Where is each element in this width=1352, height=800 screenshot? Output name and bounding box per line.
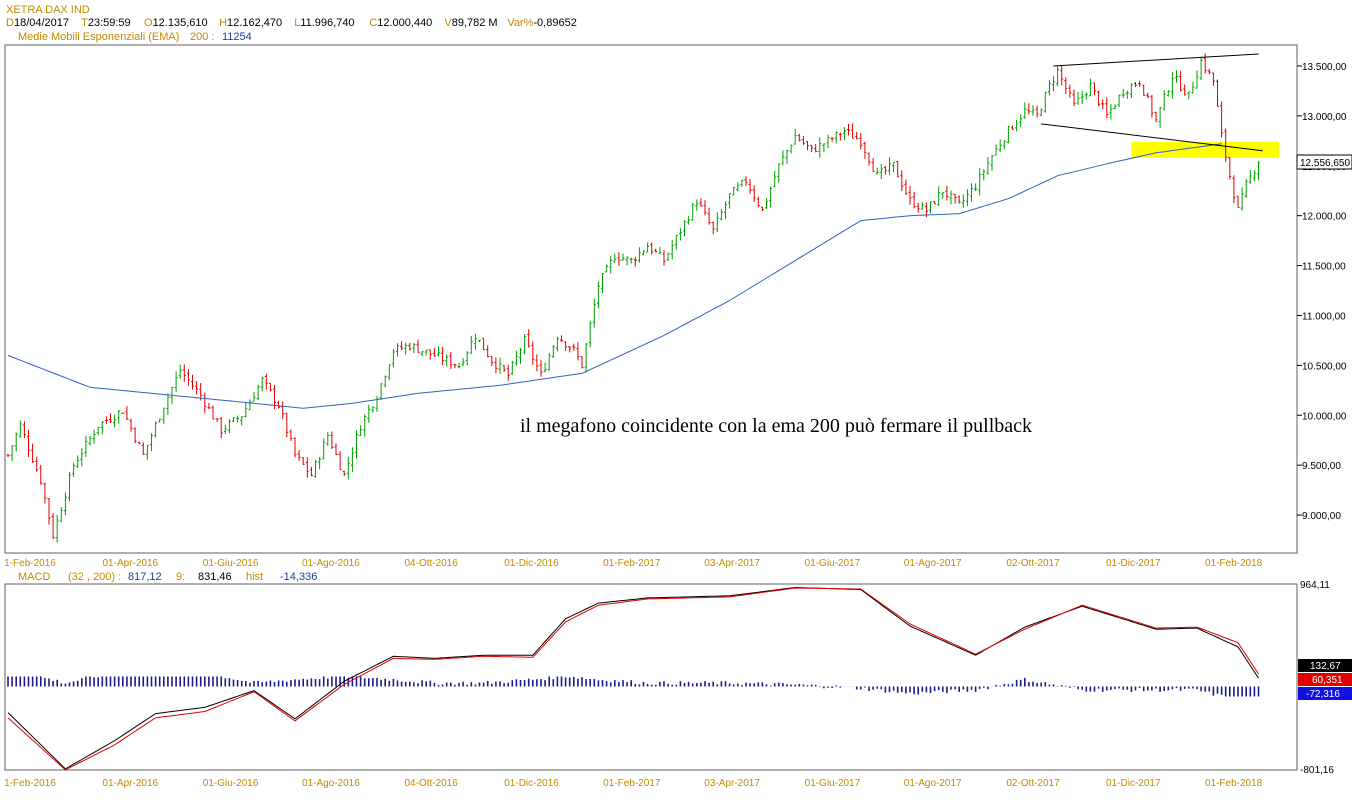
signal-value: 831,46: [198, 571, 232, 583]
macd-histogram: [7, 676, 1260, 697]
x-tick-label: 01-Apr-2016: [103, 558, 159, 569]
x-tick-label: 1-Feb-2016: [4, 778, 56, 789]
macd-line: [7, 586, 1259, 770]
hist-value-tag: -72,316: [1306, 689, 1340, 700]
x-tick-label: 01-Feb-2017: [603, 558, 661, 569]
x-tick-label: 01-Ago-2017: [904, 558, 962, 569]
y-tick-label: 9.000,00: [1302, 511, 1341, 522]
x-tick-label: 01-Feb-2018: [1205, 558, 1263, 569]
x-tick-label: 01-Ago-2017: [904, 778, 962, 789]
macd-value-box: [1298, 659, 1352, 672]
macd-panel: [4, 583, 1298, 771]
x-tick-label: 01-Dic-2017: [1106, 778, 1161, 789]
quote-field: D18/04/2017: [6, 17, 69, 29]
x-tick-label: 01-Apr-2016: [103, 778, 159, 789]
x-tick-label: 1-Feb-2016: [4, 558, 56, 569]
ema200-line: [7, 143, 1222, 409]
y-tick-label: 12.000,00: [1302, 212, 1347, 223]
x-tick-label: 01-Feb-2017: [603, 778, 661, 789]
y-tick-label: 10.000,00: [1302, 411, 1347, 422]
last-value-box: [1296, 154, 1352, 170]
macd-x-axis: 1-Feb-2016 01-Apr-2016 01-Giu-2016 01-Ago-2…: [4, 778, 1263, 789]
x-tick-label: 04-Ott-2016: [405, 558, 459, 569]
x-tick-label: 01-Feb-2018: [1205, 778, 1263, 789]
quote-field: C12.000,440: [369, 17, 432, 29]
y-tick-label: 13.500,00: [1302, 62, 1347, 73]
macd-value: 817,12: [128, 571, 162, 583]
indicator-value: 11254: [222, 31, 252, 43]
hist-value: -14,336: [280, 571, 317, 583]
x-tick-label: 02-Ott-2017: [1006, 778, 1060, 789]
signal-line: [7, 587, 1259, 771]
symbol-title: XETRA DAX IND: [6, 4, 90, 16]
price-panel: [4, 44, 1298, 554]
quote-field: L11.996,740: [294, 17, 354, 29]
y-tick-label: 9.500,00: [1302, 461, 1341, 472]
x-tick-label: 01-Dic-2016: [504, 558, 559, 569]
macd-params: (32 , 200) :: [68, 571, 121, 583]
quote-row: D18/04/2017 T23:59:59 O12.135,610 H12.162,4…: [6, 17, 577, 29]
x-tick-label: 01-Giu-2016: [203, 558, 259, 569]
quote-field: Var%-0,89652: [507, 17, 577, 29]
x-tick-label: 01-Dic-2016: [504, 778, 559, 789]
x-tick-label: 04-Ott-2016: [405, 778, 459, 789]
x-tick-label: 01-Dic-2017: [1106, 558, 1161, 569]
x-tick-label: 01-Giu-2016: [203, 778, 259, 789]
y-tick-label: 10.500,00: [1302, 361, 1347, 372]
x-tick-label: 01-Ago-2016: [302, 778, 360, 789]
price-y-axis: 9.000,00 9.500,00 10.000,00 10.500,00 11.000…: [1297, 62, 1347, 522]
y-tick-label: 13.000,00: [1302, 112, 1347, 123]
signal-value-box: [1298, 673, 1352, 686]
x-tick-label: 01-Giu-2017: [805, 558, 861, 569]
y-tick-label: 11.500,00: [1302, 262, 1346, 273]
price-x-axis: 1-Feb-2016 01-Apr-2016 01-Giu-2016 01-Ago-2…: [4, 558, 1263, 569]
annotation-text: il megafono coincidente con la ema 200 p…: [520, 415, 1032, 437]
x-tick-label: 02-Ott-2017: [1006, 558, 1060, 569]
signal-value-tag: 60,351: [1312, 675, 1343, 686]
quote-field: O12.135,610: [144, 17, 208, 29]
quote-field: T23:59:59: [81, 17, 131, 29]
y-tick-label: 11.000,00: [1302, 311, 1346, 322]
quote-field: H12.162,470: [219, 17, 282, 29]
macd-value-tag: 132,67: [1310, 661, 1341, 672]
signal-name: 9:: [176, 571, 185, 583]
megaphone-lower-line: [1041, 123, 1263, 152]
highlight-zone: [1131, 141, 1279, 158]
indicator-param: 200 :: [190, 31, 214, 43]
macd-min-label: -801,16: [1300, 765, 1334, 776]
last-value-label: 12.556,650: [1300, 158, 1350, 169]
hist-name: hist: [246, 571, 263, 583]
indicator-label: Medie Mobili Esponenziali (EMA): [18, 31, 179, 43]
quote-field: V89,782 M: [444, 17, 497, 29]
macd-title: MACD: [18, 571, 50, 583]
macd-max-label: 964,11: [1300, 580, 1330, 591]
megaphone-upper-line: [1053, 53, 1259, 67]
x-tick-label: 01-Giu-2017: [805, 778, 861, 789]
x-tick-label: 03-Apr-2017: [704, 558, 760, 569]
x-tick-label: 03-Apr-2017: [704, 778, 760, 789]
x-tick-label: 01-Ago-2016: [302, 558, 360, 569]
hist-value-box: [1298, 687, 1352, 700]
